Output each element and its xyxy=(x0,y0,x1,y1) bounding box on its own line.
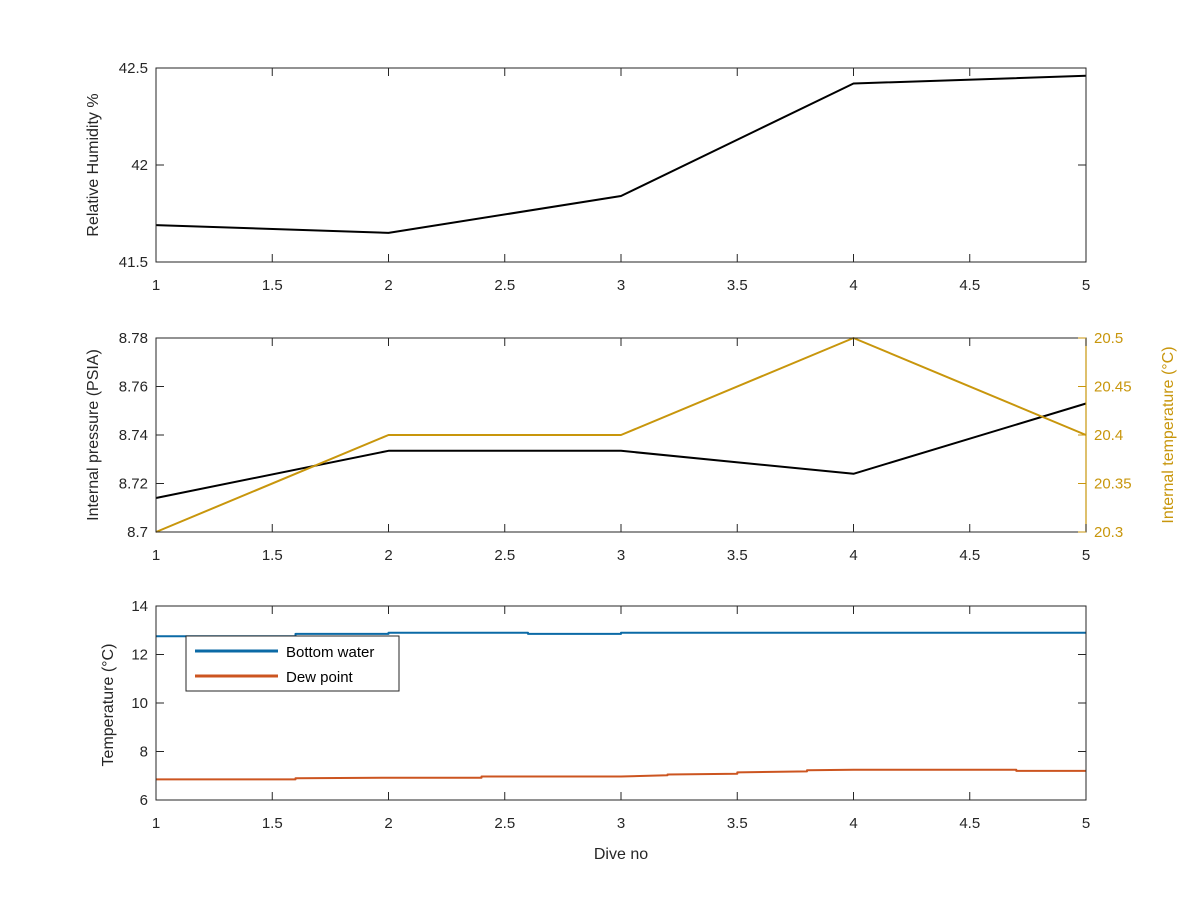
humidity-x-tick-label: 4 xyxy=(849,277,857,294)
humidity-x-tick-label: 3 xyxy=(617,277,625,294)
pressure-x-tick-label: 4 xyxy=(849,547,857,564)
temperature-y-tick-label: 10 xyxy=(131,695,148,712)
pressure-temperature-panel: 1 1.5 2 2.5 3 3.5 4 4.5 5 8.7 8.72 8.74 8.76 8.78 20.3… xyxy=(85,330,1177,564)
pressure-y2-tick-label: 20.3 xyxy=(1094,524,1123,541)
bottom-water-series-line xyxy=(156,631,1086,638)
pressure-x-tick-label: 4.5 xyxy=(959,547,980,564)
temperature-y-axis-label: Temperature (°C) xyxy=(100,644,117,767)
pressure-y2-tick-label: 20.4 xyxy=(1094,427,1123,444)
pressure-y2-tick-label: 20.5 xyxy=(1094,330,1123,347)
humidity-y-tick-label: 42 xyxy=(131,157,148,174)
temperature-legend: Bottom water Dew point xyxy=(185,635,400,692)
humidity-panel: 1 1.5 2 2.5 3 3.5 4 4.5 5 41.5 42 42.5 Relative Hum… xyxy=(85,60,1090,294)
temperature-y-tick-label: 12 xyxy=(131,647,148,664)
pressure-y-tick-label: 8.72 xyxy=(119,476,148,493)
temperature-panel: 1 1.5 2 2.5 3 3.5 4 4.5 5 6 8 10 12 14 Temperature (°… xyxy=(100,598,1090,863)
temperature-x-tick-label: 1 xyxy=(152,815,160,832)
temperature-y-tick-label: 8 xyxy=(140,744,148,761)
pressure-x-tick-label: 1.5 xyxy=(262,547,283,564)
temperature-x-tick-label: 1.5 xyxy=(262,815,283,832)
humidity-x-tick-label: 4.5 xyxy=(959,277,980,294)
humidity-y-axis-label: Relative Humidity % xyxy=(85,93,102,236)
pressure-y-tick-label: 8.78 xyxy=(119,330,148,347)
pressure-x-tick-label: 1 xyxy=(152,547,160,564)
pressure-y2-tick-label: 20.45 xyxy=(1094,379,1132,396)
humidity-x-tick-label: 3.5 xyxy=(727,277,748,294)
temperature-x-tick-label: 2.5 xyxy=(494,815,515,832)
humidity-x-tick-label: 1.5 xyxy=(262,277,283,294)
humidity-x-tick-label: 5 xyxy=(1082,277,1090,294)
temperature-x-tick-label: 5 xyxy=(1082,815,1090,832)
humidity-y-tick-label: 41.5 xyxy=(119,254,148,271)
humidity-x-tick-label: 1 xyxy=(152,277,160,294)
internal-temperature-y-axis-label: Internal temperature (°C) xyxy=(1160,346,1177,523)
legend-label-dew-point: Dew point xyxy=(286,669,354,686)
pressure-x-tick-label: 2.5 xyxy=(494,547,515,564)
temperature-y-tick-label: 14 xyxy=(131,598,148,615)
humidity-x-tick-label: 2.5 xyxy=(494,277,515,294)
pressure-x-tick-label: 2 xyxy=(384,547,392,564)
temperature-x-tick-label: 2 xyxy=(384,815,392,832)
temperature-x-tick-label: 4 xyxy=(849,815,857,832)
pressure-y-axis-label: Internal pressure (PSIA) xyxy=(85,349,102,521)
humidity-y-tick-label: 42.5 xyxy=(119,60,148,77)
temperature-x-tick-label: 4.5 xyxy=(959,815,980,832)
temperature-y-tick-label: 6 xyxy=(140,792,148,809)
legend-label-bottom-water: Bottom water xyxy=(286,644,374,661)
pressure-x-tick-label: 5 xyxy=(1082,547,1090,564)
legend-box xyxy=(185,635,400,692)
temperature-x-tick-label: 3.5 xyxy=(727,815,748,832)
pressure-y-tick-label: 8.7 xyxy=(127,524,148,541)
humidity-series-line xyxy=(155,74,1087,234)
internal-temperature-series-line xyxy=(155,337,1087,533)
pressure-x-tick-label: 3.5 xyxy=(727,547,748,564)
pressure-x-tick-label: 3 xyxy=(617,547,625,564)
dew-point-series-line xyxy=(156,768,1086,781)
temperature-x-tick-label: 3 xyxy=(617,815,625,832)
pressure-y-tick-label: 8.76 xyxy=(119,379,148,396)
pressure-y-tick-label: 8.74 xyxy=(119,427,148,444)
humidity-x-tick-label: 2 xyxy=(384,277,392,294)
dive-no-x-axis-label: Dive no xyxy=(594,846,648,863)
pressure-y2-tick-label: 20.35 xyxy=(1094,476,1132,493)
